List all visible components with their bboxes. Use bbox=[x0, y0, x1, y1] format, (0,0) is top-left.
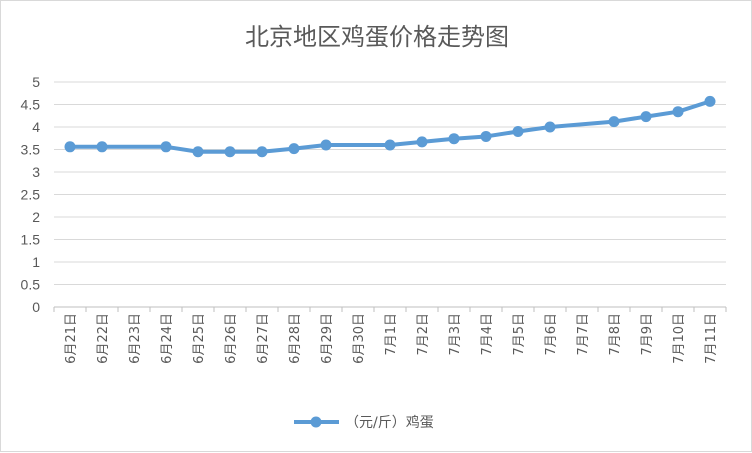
data-point bbox=[384, 139, 396, 151]
y-tick-label: 5 bbox=[32, 74, 40, 90]
data-point bbox=[480, 130, 492, 142]
x-tick-label: 7月3日 bbox=[448, 313, 463, 356]
x-tick-label: 6月25日 bbox=[192, 313, 207, 364]
legend-marker bbox=[310, 416, 322, 428]
x-tick-label: 6月29日 bbox=[320, 313, 335, 364]
y-tick-label: 2 bbox=[32, 209, 40, 225]
legend: （元/斤）鸡蛋 bbox=[294, 414, 434, 431]
y-tick-label: 2.5 bbox=[21, 187, 41, 203]
x-tick-label: 7月9日 bbox=[640, 313, 655, 356]
x-tick-label: 7月6日 bbox=[544, 313, 559, 356]
grid-lines bbox=[54, 81, 726, 308]
y-tick-label: 0.5 bbox=[21, 277, 41, 293]
data-point bbox=[320, 139, 332, 151]
y-tick-label: 1 bbox=[32, 254, 40, 270]
x-tick-label: 6月22日 bbox=[96, 313, 111, 364]
data-point bbox=[64, 141, 76, 153]
x-tick-label: 6月21日 bbox=[64, 313, 79, 364]
y-tick-label: 3 bbox=[32, 164, 40, 180]
x-tick-label: 7月1日 bbox=[384, 313, 399, 356]
data-point bbox=[640, 111, 652, 123]
data-point bbox=[224, 146, 236, 158]
data-point bbox=[256, 146, 268, 158]
data-point bbox=[192, 146, 204, 158]
x-tick-label: 6月26日 bbox=[224, 313, 239, 364]
data-point bbox=[288, 143, 300, 155]
y-tick-label: 4 bbox=[32, 119, 40, 135]
y-tick-label: 3.5 bbox=[21, 142, 41, 158]
x-axis-ticks: 6月21日 6月22日 6月23日 6月24日 6月25日 6月26日 6月27日 6月28日… bbox=[53, 307, 727, 364]
data-point bbox=[416, 136, 428, 148]
x-tick-label: 6月28日 bbox=[288, 313, 303, 364]
x-tick-label: 6月23日 bbox=[128, 313, 143, 364]
x-tick-label: 7月8日 bbox=[608, 313, 623, 356]
x-tick-label: 6月27日 bbox=[256, 313, 271, 364]
data-point bbox=[512, 126, 524, 137]
chart-title: 北京地区鸡蛋价格走势图 bbox=[245, 23, 509, 51]
legend-label: （元/斤）鸡蛋 bbox=[345, 414, 434, 431]
data-point bbox=[704, 95, 716, 107]
data-point bbox=[448, 133, 460, 145]
y-tick-label: 4.5 bbox=[21, 97, 41, 113]
x-tick-label: 7月10日 bbox=[672, 313, 687, 364]
y-tick-label: 1.5 bbox=[21, 232, 41, 248]
y-tick-label: 0 bbox=[32, 299, 40, 315]
data-point bbox=[160, 141, 172, 153]
x-tick-label: 7月7日 bbox=[576, 313, 591, 356]
data-point bbox=[544, 121, 556, 133]
y-axis-ticks: 0 0.5 1 1.5 2 2.5 3 3.5 4 4.5 5 bbox=[21, 74, 41, 315]
x-tick-label: 6月24日 bbox=[160, 313, 175, 364]
x-tick-label: 7月4日 bbox=[480, 313, 495, 356]
x-tick-label: 7月2日 bbox=[416, 313, 431, 356]
data-point bbox=[608, 116, 620, 128]
x-tick-label: 7月11日 bbox=[704, 313, 719, 364]
series-layer bbox=[64, 95, 716, 158]
data-point bbox=[672, 106, 684, 118]
x-tick-label: 7月5日 bbox=[512, 313, 527, 356]
x-tick-label: 6月30日 bbox=[352, 313, 367, 364]
data-point bbox=[96, 141, 108, 153]
